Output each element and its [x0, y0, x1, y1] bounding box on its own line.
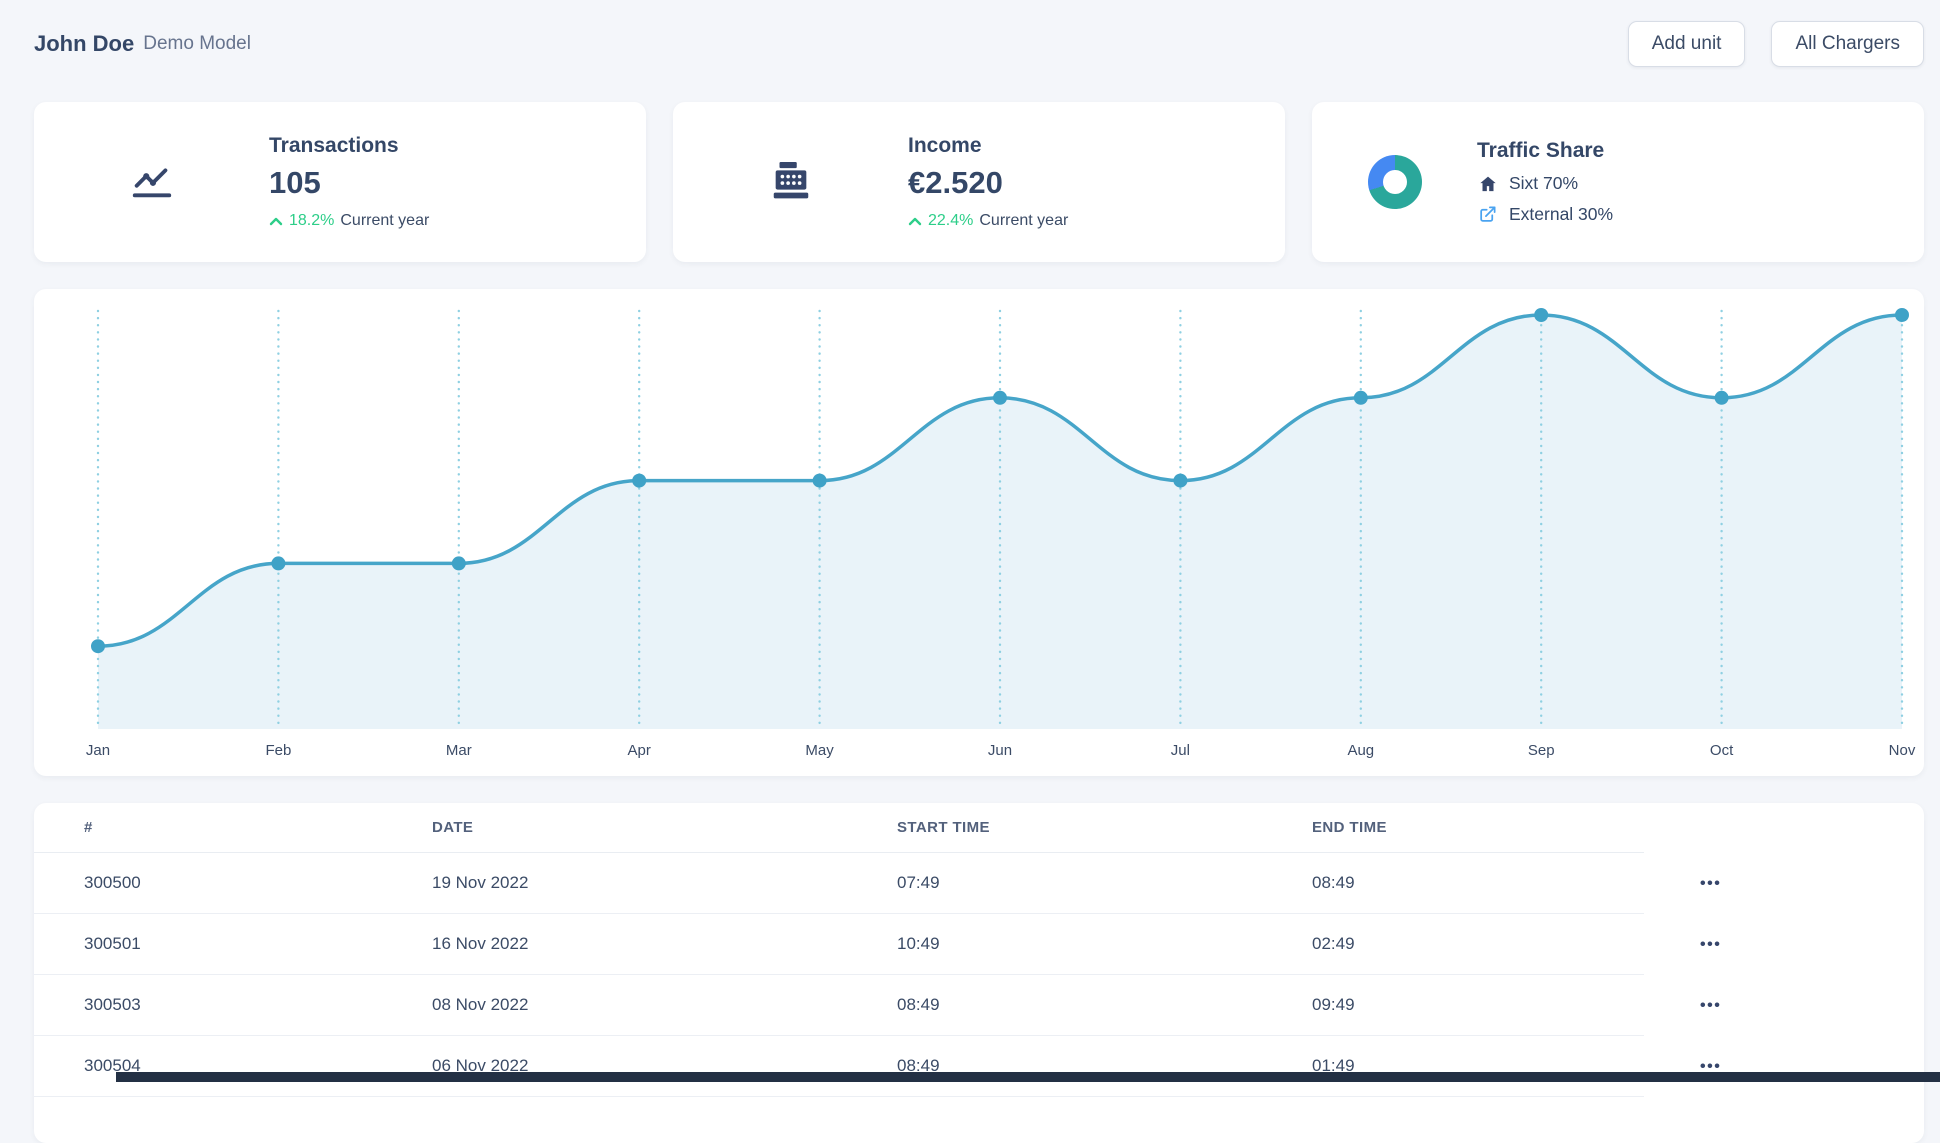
traffic-legend-external: External 30% — [1477, 204, 1908, 225]
row-actions-button[interactable]: ••• — [1694, 932, 1727, 958]
cell-date: 16 Nov 2022 — [382, 914, 847, 975]
svg-text:Nov: Nov — [1889, 742, 1916, 759]
cell-date: 19 Nov 2022 — [382, 853, 847, 914]
stats-row: Transactions 105 18.2% Current year — [34, 102, 1924, 262]
external-link-icon — [1477, 205, 1498, 224]
cell-start: 08:49 — [847, 975, 1262, 1036]
cell-start: 07:49 — [847, 853, 1262, 914]
cell-actions: ••• — [1644, 853, 1924, 914]
delta-caption: Current year — [340, 212, 429, 230]
svg-text:Mar: Mar — [446, 742, 472, 759]
traffic-share-card: Traffic Share Sixt 70% Ex — [1312, 102, 1924, 262]
ellipsis-icon: ••• — [1700, 875, 1721, 892]
house-icon — [1477, 174, 1498, 194]
stat-title: Transactions — [269, 134, 630, 158]
cash-register-icon — [768, 157, 814, 208]
legend-label: Sixt 70% — [1509, 173, 1578, 194]
stat-delta: 18.2% Current year — [269, 212, 630, 230]
cell-actions: ••• — [1644, 914, 1924, 975]
cell-date: 08 Nov 2022 — [382, 975, 847, 1036]
svg-text:Jul: Jul — [1171, 742, 1190, 759]
all-chargers-button[interactable]: All Chargers — [1771, 21, 1924, 67]
delta-percent: 18.2% — [289, 212, 334, 230]
user-name: John Doe — [34, 31, 134, 57]
row-actions-button[interactable]: ••• — [1694, 871, 1727, 897]
line-chart-icon — [129, 157, 175, 208]
svg-text:Apr: Apr — [628, 742, 651, 759]
column-header-actions — [1644, 803, 1924, 853]
column-header-id: # — [34, 803, 382, 853]
stat-value: €2.520 — [908, 165, 1269, 201]
cell-start: 10:49 — [847, 914, 1262, 975]
cell-id: 300503 — [34, 975, 382, 1036]
chevron-up-icon — [908, 216, 922, 226]
add-unit-button[interactable]: Add unit — [1628, 21, 1746, 67]
svg-text:Feb: Feb — [265, 742, 291, 759]
cell-id: 300500 — [34, 853, 382, 914]
column-header-date: DATE — [382, 803, 847, 853]
delta-caption: Current year — [979, 212, 1068, 230]
activity-chart-card: Jan Feb Mar Apr May Jun Jul Aug Sep Oct Nov — [34, 289, 1924, 776]
stat-title: Traffic Share — [1477, 139, 1908, 163]
svg-text:Sep: Sep — [1528, 742, 1555, 759]
cell-end: 01:49 — [1262, 1036, 1644, 1097]
cell-start: 08:49 — [847, 1036, 1262, 1097]
row-actions-button[interactable]: ••• — [1694, 993, 1727, 1019]
topbar: John Doe Demo Model Add unit All Charger… — [34, 18, 1924, 70]
svg-text:Jun: Jun — [988, 742, 1012, 759]
cell-actions: ••• — [1644, 975, 1924, 1036]
column-header-end-time: END TIME — [1262, 803, 1644, 853]
transactions-card: Transactions 105 18.2% Current year — [34, 102, 646, 262]
cell-id: 300504 — [34, 1036, 382, 1097]
chevron-up-icon — [269, 216, 283, 226]
cell-end: 08:49 — [1262, 853, 1644, 914]
cell-end: 02:49 — [1262, 914, 1644, 975]
svg-text:May: May — [805, 742, 834, 759]
traffic-legend-sixt: Sixt 70% — [1477, 173, 1908, 194]
stat-value: 105 — [269, 165, 630, 201]
stat-delta: 22.4% Current year — [908, 212, 1269, 230]
cell-actions: ••• — [1644, 1036, 1924, 1097]
cell-id: 300501 — [34, 914, 382, 975]
cell-end: 09:49 — [1262, 975, 1644, 1036]
svg-text:Aug: Aug — [1347, 742, 1374, 759]
svg-text:Oct: Oct — [1710, 742, 1734, 759]
column-header-start-time: START TIME — [847, 803, 1262, 853]
income-card: Income €2.520 22.4% Current year — [673, 102, 1285, 262]
activity-chart: Jan Feb Mar Apr May Jun Jul Aug Sep Oct Nov — [34, 289, 1924, 776]
cell-date: 06 Nov 2022 — [382, 1036, 847, 1097]
table-header-row: # DATE START TIME END TIME — [34, 803, 1924, 853]
donut-chart-icon — [1368, 155, 1422, 209]
stat-title: Income — [908, 134, 1269, 158]
svg-text:Jan: Jan — [86, 742, 110, 759]
horizontal-scrollbar[interactable] — [116, 1072, 1940, 1082]
ellipsis-icon: ••• — [1700, 997, 1721, 1014]
delta-percent: 22.4% — [928, 212, 973, 230]
page-subtitle: Demo Model — [143, 33, 251, 55]
topbar-actions: Add unit All Chargers — [1628, 21, 1924, 67]
ellipsis-icon: ••• — [1700, 936, 1721, 953]
legend-label: External 30% — [1509, 204, 1613, 225]
